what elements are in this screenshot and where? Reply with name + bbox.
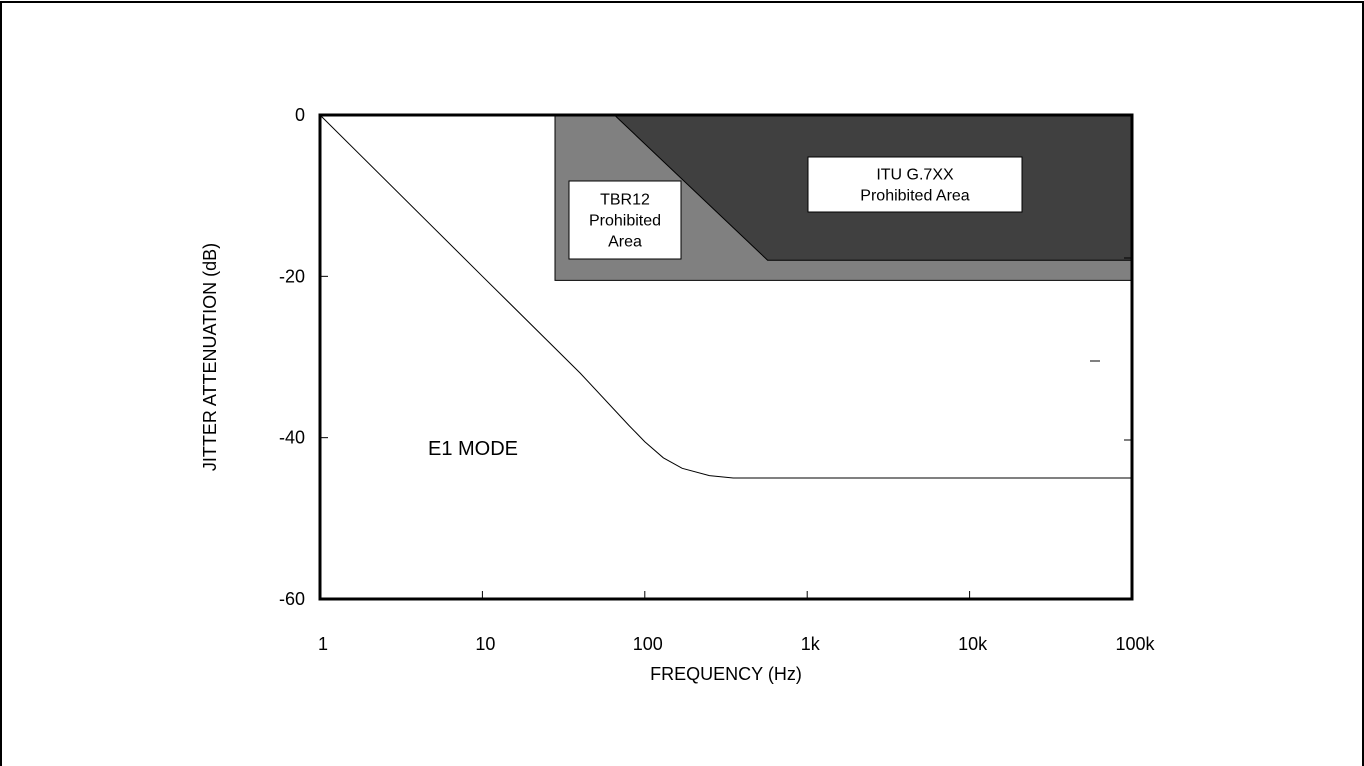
series-line-e1-mode [319,114,1132,479]
y-tick-label: -60 [279,589,305,609]
x-tick-label: 1 [318,634,328,654]
x-tick-label: 100 [633,634,663,654]
itu-g7xx-label-box [807,156,1023,213]
tbr12-label-box [568,180,682,260]
x-tick-label: 100k [1115,634,1155,654]
x-tick-label: 1k [801,634,821,654]
x-axis-title: FREQUENCY (Hz) [650,664,802,684]
plot-area-frame [318,113,1134,601]
y-tick-label: -20 [279,266,305,286]
tbr12-label-text: Area [608,234,642,251]
axis-ticks: 1 10 100 1k 10k 100k 0 -20 -40 -60 [279,105,1156,654]
y-tick-label: 0 [295,105,305,125]
x-tick-label: 10k [958,634,988,654]
series-layer [319,114,1132,479]
region-labels: TBR12 Prohibited Area ITU G.7XX Prohibited A… [428,156,1023,460]
tbr12-label-text: Prohibited [589,213,661,230]
x-tick-label: 10 [475,634,495,654]
y-axis-title: JITTER ATTENUATION (dB) [200,243,220,471]
series-label-e1-mode: E1 MODE [428,438,518,460]
y-tick-label: -40 [279,428,305,448]
itu-g7xx-label-text: ITU G.7XX [876,167,954,184]
itu-g7xx-label-text: Prohibited Area [860,188,970,205]
tbr12-label-text: TBR12 [600,192,650,209]
